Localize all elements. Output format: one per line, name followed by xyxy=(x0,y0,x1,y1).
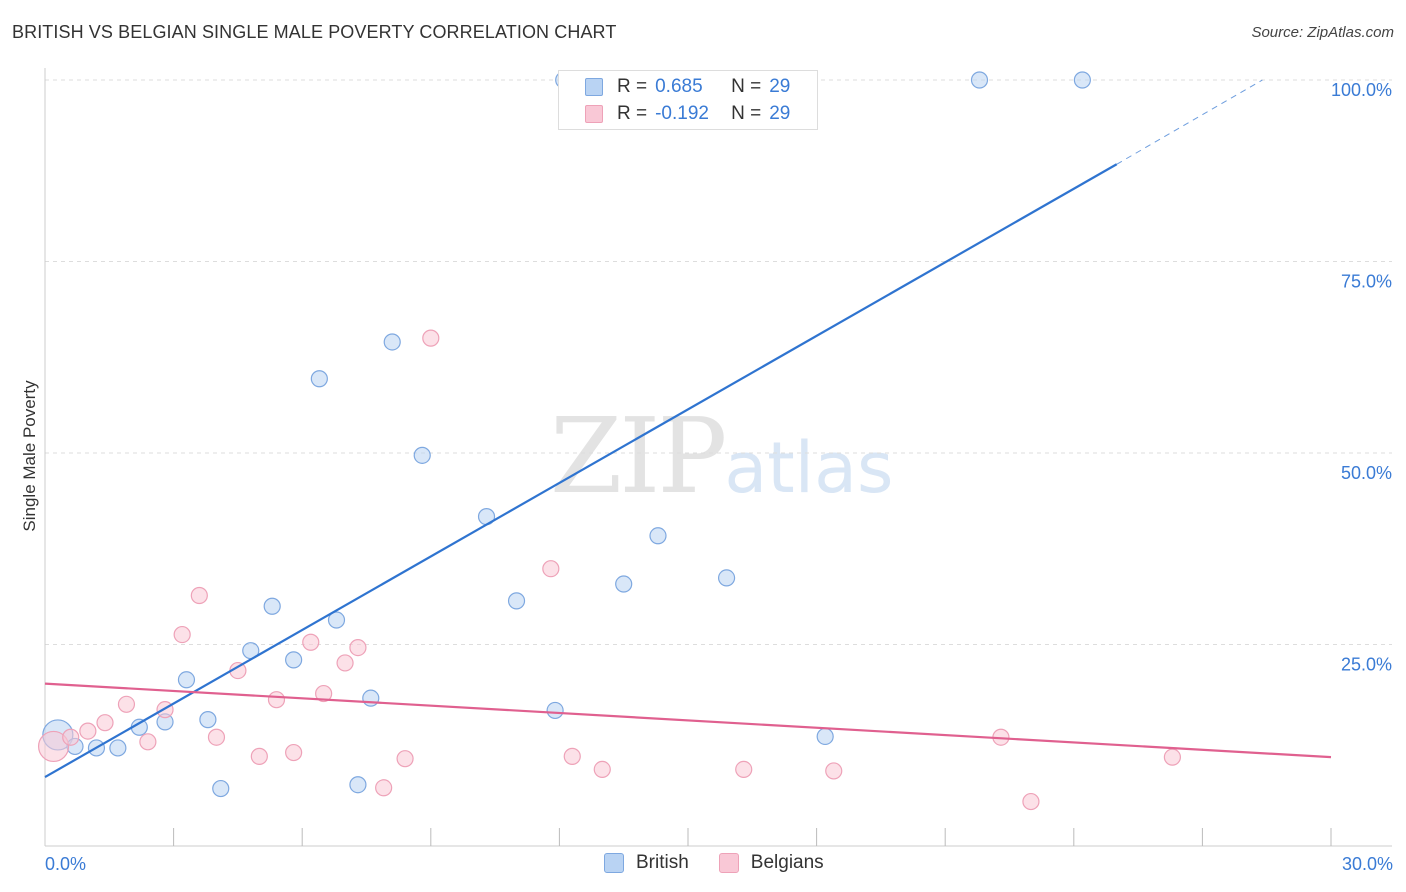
belgian-point xyxy=(422,329,440,347)
belgian-point xyxy=(96,714,114,732)
british-point xyxy=(177,671,196,689)
british-point xyxy=(327,611,346,629)
belgian-point xyxy=(173,625,191,644)
y-tick-label: 25.0% xyxy=(1341,655,1392,675)
belgian-point xyxy=(336,654,354,672)
legend-item-british: British xyxy=(604,852,689,874)
belgian-point xyxy=(139,733,157,751)
belgian-point xyxy=(302,633,320,651)
series-legend: British Belgians xyxy=(604,852,854,874)
belgian-point xyxy=(250,747,268,765)
british-point xyxy=(199,711,217,729)
belgian-point xyxy=(825,762,843,780)
r-value-british: 0.685 xyxy=(655,76,703,97)
y-tick-label: 75.0% xyxy=(1341,272,1392,292)
british-point xyxy=(1073,71,1091,89)
watermark-zip: ZIP xyxy=(550,395,727,517)
y-axis-label: Single Male Poverty xyxy=(20,380,39,532)
belgians-trend-line xyxy=(44,682,1332,759)
belgian-point xyxy=(1163,748,1181,766)
british-point xyxy=(717,569,736,587)
british-point xyxy=(310,370,328,388)
british-trend-extension xyxy=(1116,79,1263,165)
belgian-point xyxy=(267,691,286,709)
source-label: Source: ZipAtlas.com xyxy=(1251,24,1394,41)
n-label: N = xyxy=(731,76,762,97)
correlation-legend: R = 0.685 N = 29 R = -0.192 N = 29 xyxy=(558,70,818,130)
n-label: N = xyxy=(731,103,762,124)
legend-label-belgians: Belgians xyxy=(750,852,824,873)
legend-label-british: British xyxy=(636,852,689,873)
n-value-belgians: 29 xyxy=(769,103,791,124)
watermark-atlas: atlas xyxy=(724,427,894,509)
y-tick-label: 100.0% xyxy=(1331,80,1392,100)
belgian-point xyxy=(79,722,97,740)
british-point xyxy=(816,727,834,746)
british-point xyxy=(285,651,303,669)
british-swatch xyxy=(604,853,624,873)
british-point xyxy=(109,739,127,757)
british-point xyxy=(349,776,367,794)
belgians-swatch xyxy=(718,853,739,873)
legend-row-british: R = 0.685 N = 29 xyxy=(585,74,791,100)
british-swatch xyxy=(585,78,603,96)
belgian-point xyxy=(593,760,611,779)
british-point xyxy=(383,333,401,351)
belgian-point xyxy=(207,728,226,746)
british-point xyxy=(362,689,380,707)
british-point xyxy=(263,597,281,615)
belgian-point xyxy=(563,747,581,765)
british-point xyxy=(649,527,667,545)
watermark: ZIPatlas xyxy=(550,395,893,517)
belgian-point xyxy=(117,695,136,713)
belgian-point xyxy=(396,750,414,768)
x-tick-label: 0.0% xyxy=(45,854,86,874)
british-point xyxy=(507,592,526,610)
belgians-swatch xyxy=(585,105,603,123)
belgian-point xyxy=(542,560,560,578)
british-point xyxy=(212,779,230,798)
british-trend-line xyxy=(44,163,1118,779)
belgian-point xyxy=(62,728,80,746)
n-value-british: 29 xyxy=(769,76,791,97)
legend-item-belgians: Belgians xyxy=(718,852,824,874)
belgian-point xyxy=(1022,792,1040,811)
british-point xyxy=(615,575,633,593)
belgian-point xyxy=(735,760,753,779)
belgian-point xyxy=(315,684,333,703)
x-tick-label: 30.0% xyxy=(1342,854,1393,874)
belgian-point xyxy=(375,779,393,797)
belgian-point xyxy=(349,639,367,657)
r-value-belgians: -0.192 xyxy=(655,103,709,124)
british-point xyxy=(413,446,431,464)
legend-row-belgians: R = -0.192 N = 29 xyxy=(585,101,791,127)
british-point xyxy=(970,71,989,89)
r-label: R = xyxy=(617,103,648,124)
chart-title: BRITISH VS BELGIAN SINGLE MALE POVERTY C… xyxy=(12,22,617,42)
y-tick-label: 50.0% xyxy=(1341,463,1392,483)
british-point xyxy=(546,701,564,720)
belgian-point xyxy=(285,743,303,762)
belgian-point xyxy=(37,730,70,763)
r-label: R = xyxy=(617,76,648,97)
belgian-point xyxy=(190,586,208,605)
